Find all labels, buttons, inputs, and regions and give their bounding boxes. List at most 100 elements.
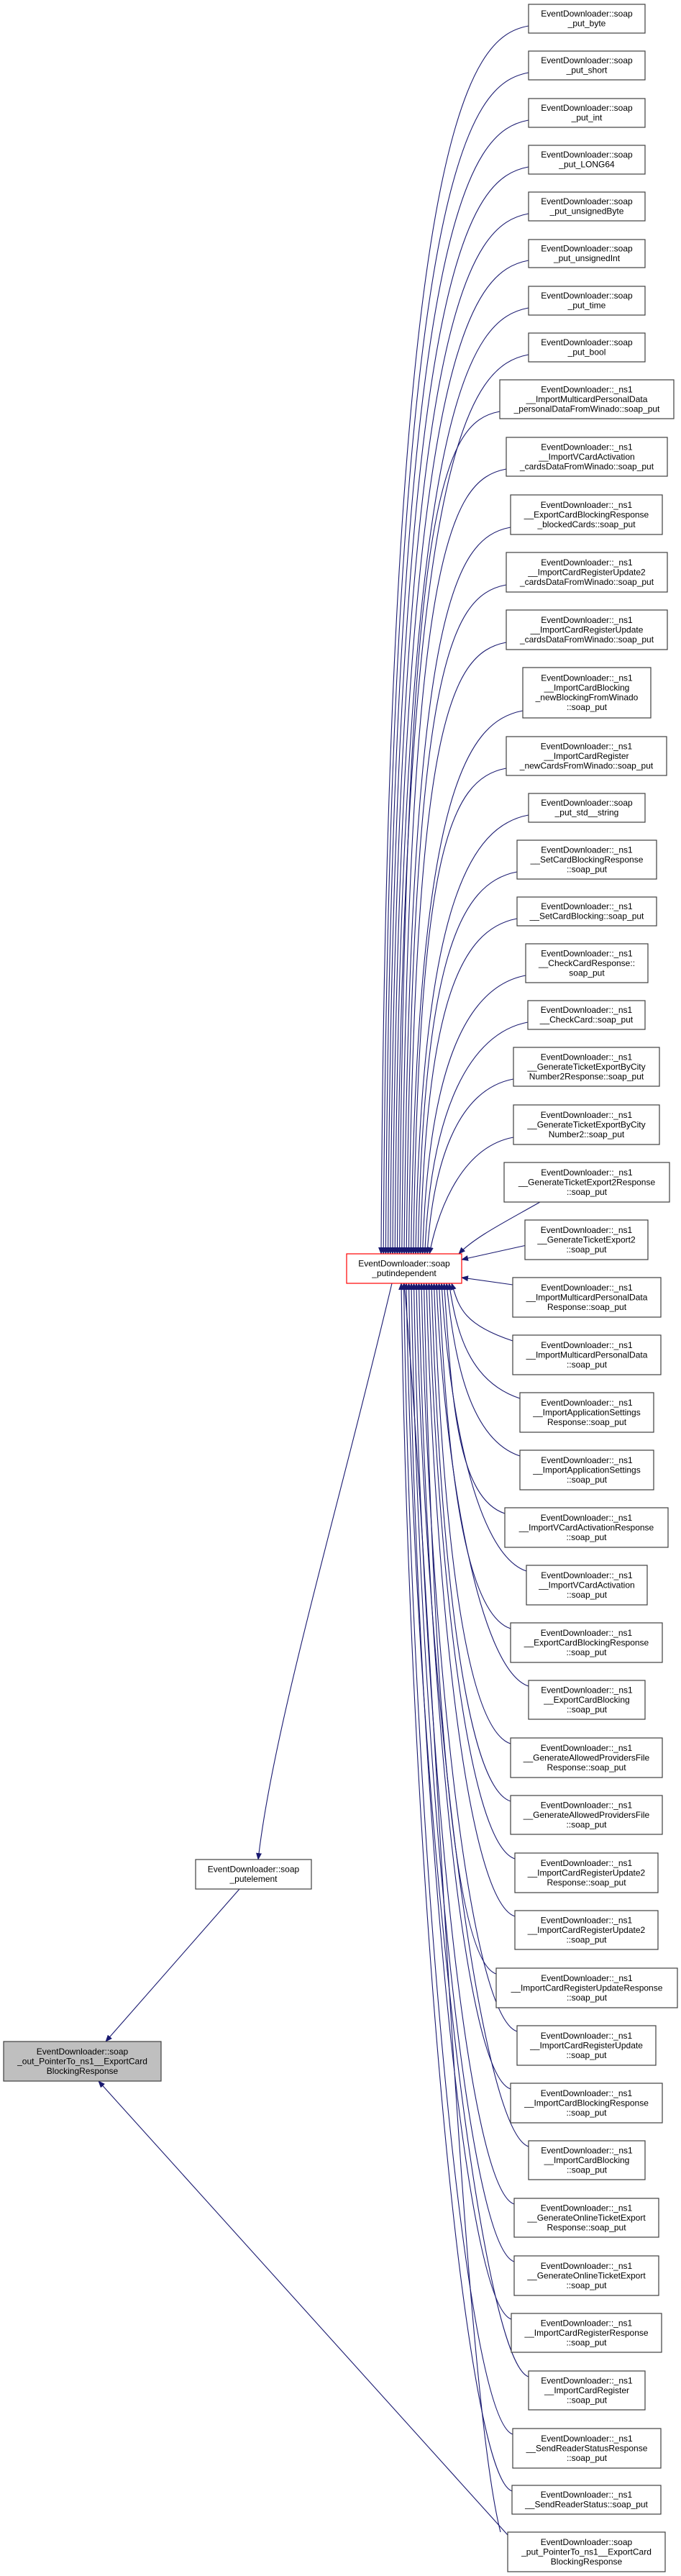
call-edge xyxy=(450,1283,513,1342)
node-label-line: EventDownloader::_ns1 xyxy=(541,1628,633,1638)
caller-node[interactable]: EventDownloader::_ns1__CheckCardResponse… xyxy=(525,943,649,983)
node-label-line: __ImportCardRegisterUpdate xyxy=(530,624,644,634)
caller-node[interactable]: EventDownloader::_ns1__ImportCardRegiste… xyxy=(516,2025,657,2066)
caller-node[interactable]: EventDownloader::_ns1__GenerateAllowedPr… xyxy=(510,1795,663,1835)
caller-node[interactable]: EventDownloader::soap_put_std__string xyxy=(528,793,646,823)
caller-node[interactable]: EventDownloader::_ns1__ImportMulticardPe… xyxy=(512,1277,662,1318)
putelement-node[interactable]: EventDownloader::soap_putelement xyxy=(195,1859,312,1890)
node-label-line: __ImportVCardActivation xyxy=(538,452,634,462)
call-edge xyxy=(401,1283,513,2435)
caller-node[interactable]: EventDownloader::_ns1__ImportCardRegiste… xyxy=(506,736,667,776)
node-label-line: EventDownloader::_ns1 xyxy=(541,741,633,751)
call-edge xyxy=(424,1283,516,1917)
caller-node[interactable]: EventDownloader::_ns1__ImportVCardActiva… xyxy=(506,437,668,477)
caller-node[interactable]: EventDownloader::soap_put_int xyxy=(528,98,646,128)
node-label-line: __GenerateTicketExport2Response xyxy=(518,1177,656,1187)
node-box xyxy=(195,1859,312,1890)
caller-node[interactable]: EventDownloader::soap_put_unsignedInt xyxy=(528,239,646,268)
node-box xyxy=(516,839,657,880)
node-label-line: __CheckCard::soap_put xyxy=(539,1015,634,1025)
node-label-line: __ImportCardBlockingResponse xyxy=(524,2098,649,2108)
caller-node[interactable]: EventDownloader::_ns1__GenerateAllowedPr… xyxy=(510,1737,663,1778)
node-box xyxy=(519,1392,654,1433)
node-label-line: ::soap_put xyxy=(567,864,608,874)
caller-node[interactable]: EventDownloader::_ns1__CheckCard::soap_p… xyxy=(527,1000,646,1030)
call-edge xyxy=(410,768,507,1255)
caller-node[interactable]: EventDownloader::soap_put_time xyxy=(528,286,646,316)
caller-node[interactable]: EventDownloader::soap_put_unsignedByte xyxy=(528,191,646,222)
caller-node[interactable]: EventDownloader::_ns1__ImportMulticardPe… xyxy=(512,1334,662,1375)
node-label-line: Response::soap_put xyxy=(547,1878,626,1888)
call-edge xyxy=(383,119,529,1255)
node-label-line: ::soap_put xyxy=(566,1934,607,1944)
node-box xyxy=(528,98,646,128)
node-label-line: _personalDataFromWinado::soap_put xyxy=(513,404,660,414)
node-label-line: EventDownloader::_ns1 xyxy=(541,384,633,394)
node-label-line: _put_unsignedByte xyxy=(549,206,624,217)
caller-node[interactable]: EventDownloader::_ns1__GenerateOnlineTic… xyxy=(513,2198,659,2238)
caller-node[interactable]: EventDownloader::_ns1__ImportApplication… xyxy=(519,1449,654,1490)
node-box xyxy=(499,379,675,419)
node-label-line: EventDownloader::_ns1 xyxy=(541,1168,633,1178)
caller-node[interactable]: EventDownloader::_ns1__ImportCardRegiste… xyxy=(528,2370,646,2411)
node-box xyxy=(512,1334,662,1375)
caller-node[interactable]: EventDownloader::_ns1__ExportCardBlockin… xyxy=(510,494,663,535)
node-box xyxy=(513,1047,660,1087)
caller-node[interactable]: EventDownloader::_ns1__ImportCardRegiste… xyxy=(514,1852,659,1893)
focus-node[interactable]: EventDownloader::soap_out_PointerTo_ns1_… xyxy=(3,2041,162,2082)
caller-node[interactable]: EventDownloader::_ns1__ImportCardRegiste… xyxy=(495,1967,678,2008)
node-label-line: _out_PointerTo_ns1__ExportCard xyxy=(17,2056,147,2066)
node-label-line: EventDownloader::_ns1 xyxy=(541,2434,633,2444)
caller-node[interactable]: EventDownloader::_ns1__ImportCardBlockin… xyxy=(510,2083,663,2124)
caller-node[interactable]: EventDownloader::_ns1__ImportCardRegiste… xyxy=(506,552,668,593)
node-box xyxy=(528,793,646,823)
node-label-line: ::soap_put xyxy=(567,1360,608,1370)
node-box xyxy=(528,239,646,268)
call-edge xyxy=(426,1283,516,1860)
caller-node[interactable]: EventDownloader::_ns1__ImportCardRegiste… xyxy=(506,609,668,650)
caller-node[interactable]: EventDownloader::_ns1__ImportCardRegiste… xyxy=(511,2313,662,2353)
caller-node[interactable]: EventDownloader::_ns1__SendReaderStatus:… xyxy=(511,2485,662,2515)
call-edge xyxy=(447,1283,521,1399)
caller-node[interactable]: EventDownloader::_ns1__ImportVCardActiva… xyxy=(526,1565,648,1606)
caller-node[interactable]: EventDownloader::_ns1__ImportCardBlockin… xyxy=(528,2140,646,2180)
caller-node[interactable]: EventDownloader::_ns1__ImportCardBlockin… xyxy=(522,667,652,719)
caller-node[interactable]: EventDownloader::_ns1__ImportCardRegiste… xyxy=(514,1910,659,1950)
call-edge xyxy=(408,710,524,1255)
caller-node[interactable]: EventDownloader::soap_put_byte xyxy=(528,4,646,34)
caller-node[interactable]: EventDownloader::_ns1__ImportApplication… xyxy=(519,1392,654,1433)
node-label-line: __SendReaderStatus::soap_put xyxy=(524,2500,648,2510)
node-label-line: Number2Response::soap_put xyxy=(529,1071,644,1081)
node-label-line: ::soap_put xyxy=(566,1647,607,1657)
node-label-line: EventDownloader::_ns1 xyxy=(541,442,633,452)
node-label-line: __GenerateOnlineTicketExport xyxy=(526,2213,646,2223)
caller-node[interactable]: EventDownloader::_ns1__ImportVCardActiva… xyxy=(504,1507,669,1548)
node-label-line: __SetCardBlockingResponse xyxy=(530,855,644,865)
node-label-line: EventDownloader::soap xyxy=(541,103,633,113)
caller-node[interactable]: EventDownloader::_ns1__ImportMulticardPe… xyxy=(499,379,675,419)
node-box xyxy=(510,1622,663,1663)
caller-node[interactable]: EventDownloader::_ns1__SetCardBlockingRe… xyxy=(516,839,657,880)
call-edge xyxy=(436,1283,511,1629)
pointer-put-node[interactable]: EventDownloader::soap_put_PointerTo_ns1_… xyxy=(507,2531,666,2572)
caller-node[interactable]: EventDownloader::_ns1__GenerateOnlineTic… xyxy=(513,2255,659,2296)
node-box xyxy=(528,145,646,175)
caller-node[interactable]: EventDownloader::_ns1__ExportCardBlockin… xyxy=(528,1680,646,1720)
caller-node[interactable]: EventDownloader::_ns1__SendReaderStatusR… xyxy=(512,2428,662,2469)
caller-node[interactable]: EventDownloader::_ns1__GenerateTicketExp… xyxy=(513,1104,660,1145)
call-edge xyxy=(442,1283,506,1514)
node-box xyxy=(513,2198,659,2238)
node-label-line: EventDownloader::_ns1 xyxy=(541,673,633,683)
node-label-line: __ImportMulticardPersonalData xyxy=(526,394,648,404)
caller-node[interactable]: EventDownloader::_ns1__GenerateTicketExp… xyxy=(513,1047,660,1087)
node-label-line: EventDownloader::soap xyxy=(541,2537,633,2547)
caller-node[interactable]: EventDownloader::soap_put_bool xyxy=(528,332,646,363)
node-label-line: ::soap_put xyxy=(567,2395,608,2405)
caller-node[interactable]: EventDownloader::_ns1__GenerateTicketExp… xyxy=(503,1162,670,1203)
caller-node[interactable]: EventDownloader::soap_put_short xyxy=(528,50,646,81)
caller-node[interactable]: EventDownloader::_ns1__ExportCardBlockin… xyxy=(510,1622,663,1663)
caller-node[interactable]: EventDownloader::_ns1__GenerateTicketExp… xyxy=(524,1219,649,1260)
putindependent-node[interactable]: EventDownloader::soap_putindependent xyxy=(346,1253,462,1284)
caller-node[interactable]: EventDownloader::soap_put_LONG64 xyxy=(528,145,646,175)
caller-node[interactable]: EventDownloader::_ns1__SetCardBlocking::… xyxy=(516,896,657,927)
